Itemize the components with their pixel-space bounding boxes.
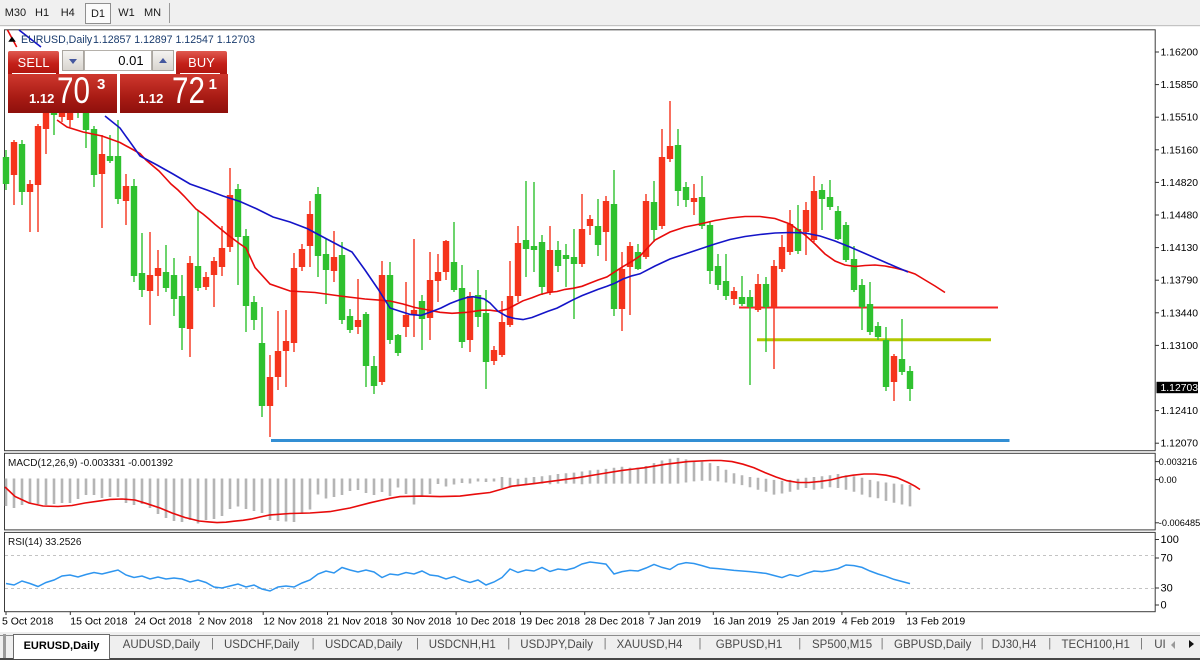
svg-text:15 Oct 2018: 15 Oct 2018 bbox=[70, 616, 127, 628]
svg-text:100: 100 bbox=[1161, 534, 1179, 546]
svg-text:1.13100: 1.13100 bbox=[1161, 341, 1199, 352]
svg-text:13 Feb 2019: 13 Feb 2019 bbox=[906, 616, 965, 628]
svg-text:0.003216: 0.003216 bbox=[1159, 457, 1197, 467]
svg-text:10 Dec 2018: 10 Dec 2018 bbox=[456, 616, 516, 628]
svg-text:MACD(12,26,9) -0.003331 -0.001: MACD(12,26,9) -0.003331 -0.001392 bbox=[8, 458, 174, 469]
svg-text:1.13790: 1.13790 bbox=[1161, 276, 1199, 287]
svg-text:19 Dec 2018: 19 Dec 2018 bbox=[520, 616, 580, 628]
svg-text:1.12703: 1.12703 bbox=[1161, 383, 1199, 394]
svg-text:-0.006485: -0.006485 bbox=[1159, 518, 1200, 528]
svg-text:1.12070: 1.12070 bbox=[1161, 439, 1199, 450]
svg-text:1.15850: 1.15850 bbox=[1161, 80, 1199, 91]
svg-text:30 Nov 2018: 30 Nov 2018 bbox=[392, 616, 452, 628]
svg-text:1.14820: 1.14820 bbox=[1161, 178, 1199, 189]
svg-text:4 Feb 2019: 4 Feb 2019 bbox=[842, 616, 895, 628]
svg-text:5 Oct 2018: 5 Oct 2018 bbox=[2, 616, 54, 628]
svg-text:1.12410: 1.12410 bbox=[1161, 406, 1199, 417]
svg-text:1.16200: 1.16200 bbox=[1161, 48, 1199, 59]
svg-text:EURUSD,Daily: EURUSD,Daily bbox=[21, 34, 93, 46]
svg-text:2 Nov 2018: 2 Nov 2018 bbox=[199, 616, 253, 628]
svg-text:1.15160: 1.15160 bbox=[1161, 145, 1199, 156]
svg-text:1.14480: 1.14480 bbox=[1161, 211, 1199, 222]
svg-text:1.14130: 1.14130 bbox=[1161, 243, 1199, 254]
svg-text:12 Nov 2018: 12 Nov 2018 bbox=[263, 616, 323, 628]
svg-text:0: 0 bbox=[1161, 600, 1167, 612]
svg-text:16 Jan 2019: 16 Jan 2019 bbox=[713, 616, 771, 628]
svg-text:28 Dec 2018: 28 Dec 2018 bbox=[585, 616, 645, 628]
svg-text:1.12857 1.12897 1.12547 1.1270: 1.12857 1.12897 1.12547 1.12703 bbox=[93, 34, 255, 46]
svg-text:0.00: 0.00 bbox=[1159, 475, 1177, 485]
svg-text:1.15510: 1.15510 bbox=[1161, 113, 1199, 124]
svg-text:21 Nov 2018: 21 Nov 2018 bbox=[328, 616, 388, 628]
svg-text:RSI(14) 33.2526: RSI(14) 33.2526 bbox=[8, 537, 82, 548]
svg-text:7 Jan 2019: 7 Jan 2019 bbox=[649, 616, 701, 628]
svg-text:70: 70 bbox=[1161, 553, 1173, 565]
svg-text:1.13440: 1.13440 bbox=[1161, 308, 1199, 319]
svg-text:24 Oct 2018: 24 Oct 2018 bbox=[135, 616, 192, 628]
svg-text:30: 30 bbox=[1161, 583, 1173, 595]
svg-text:25 Jan 2019: 25 Jan 2019 bbox=[778, 616, 836, 628]
